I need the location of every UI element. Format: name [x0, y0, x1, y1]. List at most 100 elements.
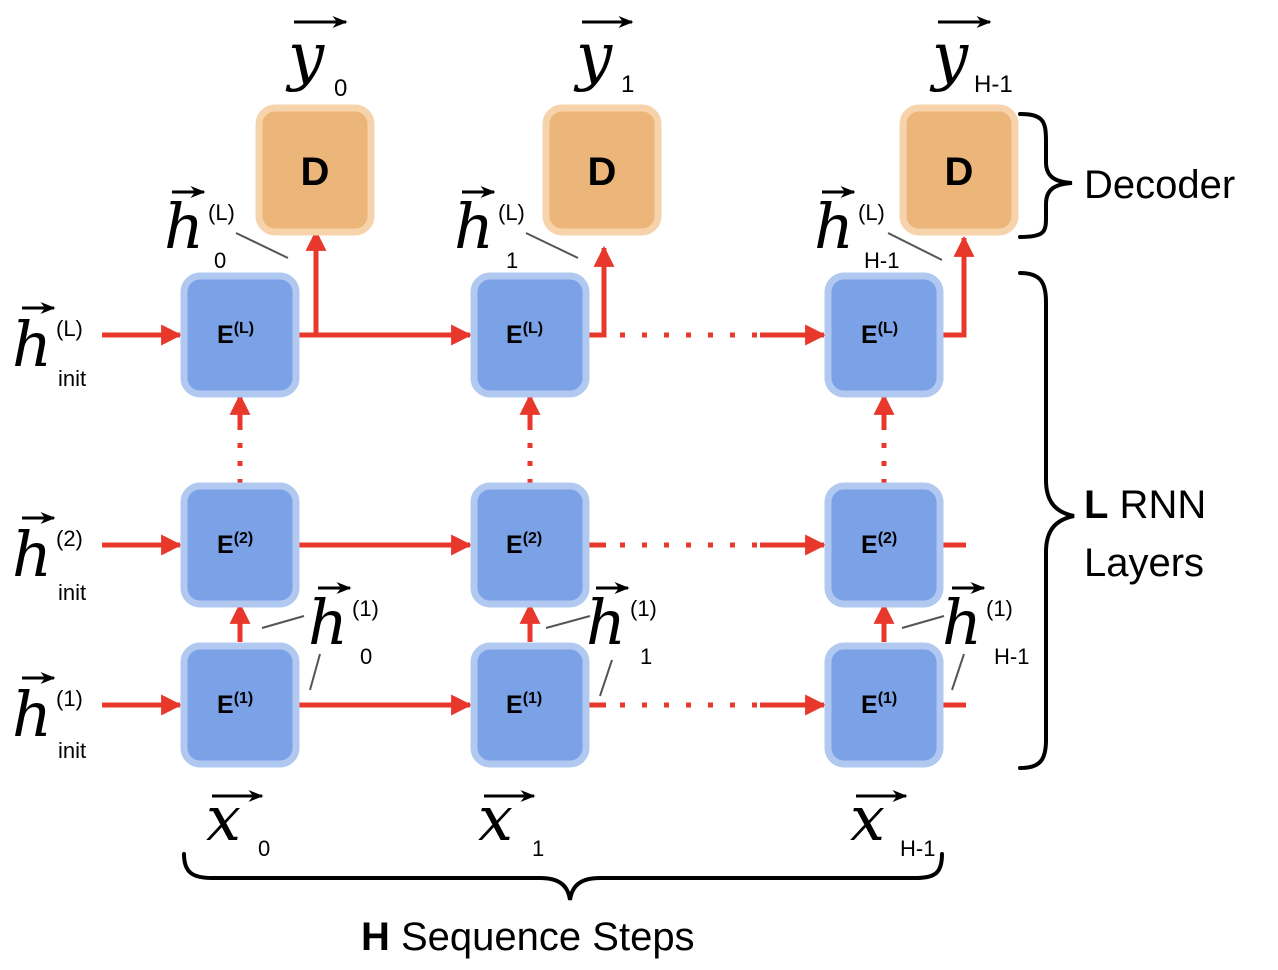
- svg-text:E(2): E(2): [861, 530, 897, 559]
- encoder-box-L-stepH: E(L): [824, 272, 944, 398]
- svg-text:E(L): E(L): [506, 320, 543, 349]
- init-state-L: h (L) init: [12, 302, 86, 391]
- hidden-sup: (1): [630, 596, 657, 621]
- encoder-sup: (1): [878, 690, 898, 707]
- bottom-hidden-0: h (1) 0: [308, 582, 379, 669]
- encoder-label: E: [506, 321, 523, 349]
- to-decoder-step0: [298, 229, 327, 338]
- encoder-label: E: [217, 691, 234, 719]
- input-base: x: [850, 782, 885, 855]
- bottom-hidden-labels: h (1) 0 h (1) 1 h (1) H-1: [308, 582, 1029, 669]
- encoder-sup: (L): [878, 320, 898, 337]
- output-sub: 1: [621, 71, 634, 98]
- hidden-sub: 1: [640, 644, 652, 669]
- encoder-sup: (2): [234, 530, 254, 547]
- init-sub: init: [58, 738, 86, 763]
- svg-text:E(1): E(1): [861, 690, 897, 719]
- encoder-label: E: [217, 321, 234, 349]
- encoder-sup: (L): [523, 320, 543, 337]
- decoder-label: D: [945, 150, 974, 194]
- layers-rest: RNN: [1108, 483, 1206, 527]
- input-labels: x 0 x 1 x H-1: [206, 782, 935, 861]
- leader-bot-0b: [309, 653, 321, 691]
- init-sup: (L): [56, 316, 83, 341]
- encoder-box-L-step1: E(L): [470, 272, 590, 398]
- hidden-base: h: [942, 586, 982, 659]
- svg-text:E(L): E(L): [861, 320, 898, 349]
- hidden-base: h: [586, 586, 626, 659]
- to-decoder-step1: [586, 245, 615, 338]
- svg-text:E(1): E(1): [506, 690, 542, 719]
- hidden-sup: (L): [208, 200, 235, 225]
- bottom-hidden-H: h (1) H-1: [942, 582, 1029, 669]
- encoder-label: E: [861, 321, 878, 349]
- output-base: y: [929, 20, 969, 94]
- output-y-H: y H-1: [929, 16, 1013, 98]
- output-labels: y 0 y 1 y H-1: [285, 16, 1013, 102]
- hidden-base: h: [454, 190, 494, 263]
- hidden-sup: (1): [352, 596, 379, 621]
- leader-top-0: [235, 232, 289, 259]
- encoder-box-1-step1: E(1): [470, 642, 590, 768]
- input-x-H: x H-1: [850, 782, 935, 861]
- init-state-1: h (1) init: [12, 672, 86, 763]
- braces: [182, 112, 1075, 901]
- hidden-sup: (1): [986, 596, 1013, 621]
- init-base: h: [12, 518, 52, 591]
- encoder-sup: (2): [523, 530, 543, 547]
- steps-brace: [182, 852, 944, 901]
- layers-bold: L: [1084, 483, 1108, 527]
- encoder-box-2-stepH: E(2): [824, 482, 944, 608]
- init-base: h: [12, 308, 52, 381]
- svg-text:E(L): E(L): [217, 320, 254, 349]
- hidden-sub: 0: [360, 644, 372, 669]
- encoder-box-1-step0: E(1): [180, 642, 300, 768]
- encoder-label: E: [861, 691, 878, 719]
- hidden-base: h: [164, 190, 204, 263]
- leader-bot-Hb: [951, 653, 965, 691]
- svg-text:E(2): E(2): [506, 530, 542, 559]
- top-hidden-labels: h (L) 0 h (L) 1 h (L) H-1: [164, 186, 899, 273]
- hidden-base: h: [308, 586, 348, 659]
- input-base: x: [478, 782, 513, 855]
- leader-bot-0a: [261, 615, 305, 629]
- encoder-label: E: [861, 531, 878, 559]
- encoder-label: E: [217, 531, 234, 559]
- decoder-boxes: D D D: [255, 104, 1019, 236]
- decoder-label: D: [301, 150, 330, 194]
- top-hidden-H: h (L) H-1: [814, 186, 899, 273]
- encoder-sup: (1): [234, 690, 254, 707]
- top-hidden-0: h (L) 0: [164, 186, 235, 273]
- encoder-sup: (2): [878, 530, 898, 547]
- decoder-box-step1: D: [542, 104, 662, 236]
- decoder-brace-label: Decoder: [1084, 163, 1235, 207]
- leader-bot-Ha: [901, 615, 945, 629]
- decoder-label: D: [588, 150, 617, 194]
- hidden-base: h: [814, 190, 854, 263]
- init-sub: init: [58, 366, 86, 391]
- brace-labels: Decoder L RNN Layers H Sequence Steps: [361, 163, 1235, 959]
- hidden-sup: (L): [858, 200, 885, 225]
- to-decoder-stepH: [942, 235, 975, 338]
- input-x-1: x 1: [478, 782, 544, 861]
- decoder-box-step0: D: [255, 104, 375, 236]
- encoder-sup: (1): [523, 690, 543, 707]
- encoder-box-1-stepH: E(1): [824, 642, 944, 768]
- encoder-label: E: [506, 691, 523, 719]
- svg-text:E(1): E(1): [217, 690, 253, 719]
- decoder-box-stepH: D: [899, 104, 1019, 236]
- hidden-sub: H-1: [994, 644, 1029, 669]
- steps-rest: Sequence Steps: [390, 915, 695, 959]
- steps-brace-label: H Sequence Steps: [361, 915, 695, 959]
- output-base: y: [285, 20, 325, 94]
- hidden-sub: 1: [506, 248, 518, 273]
- input-sub: 0: [258, 836, 270, 861]
- init-sup: (2): [56, 526, 83, 551]
- input-x-0: x 0: [206, 782, 270, 861]
- leader-lines: [235, 232, 965, 697]
- init-labels: h (L) init h (2) init h (1) init: [12, 302, 86, 763]
- init-sub: init: [58, 580, 86, 605]
- layers-brace-label-line2: Layers: [1084, 541, 1204, 585]
- input-sub: 1: [532, 836, 544, 861]
